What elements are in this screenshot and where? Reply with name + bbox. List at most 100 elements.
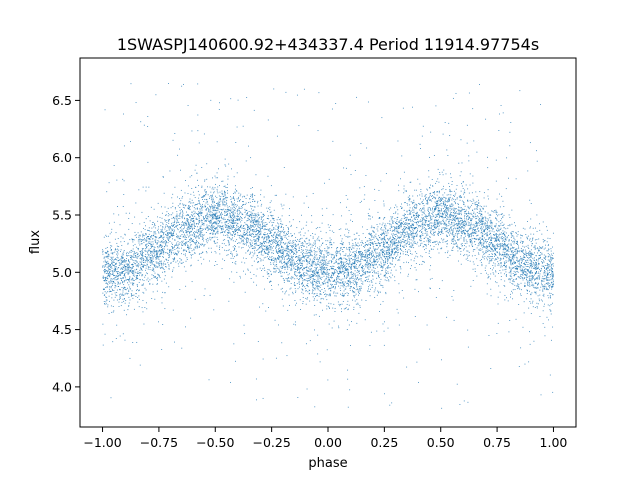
data-point (488, 227, 490, 229)
data-point (232, 262, 234, 264)
data-point (514, 254, 516, 256)
data-point (178, 265, 180, 267)
data-point (371, 236, 373, 238)
data-point (121, 263, 123, 265)
data-point (486, 293, 488, 295)
data-point (201, 234, 203, 236)
data-point (305, 238, 307, 240)
data-point (478, 199, 480, 201)
data-point (188, 235, 190, 237)
data-point (549, 238, 551, 240)
data-point (163, 248, 165, 250)
data-point (413, 211, 415, 213)
data-point (448, 199, 450, 201)
data-point (423, 224, 425, 226)
data-point (116, 259, 118, 261)
data-point (370, 227, 372, 229)
data-point (299, 241, 301, 242)
data-point (306, 260, 308, 262)
data-point (291, 252, 292, 253)
data-point (443, 222, 445, 224)
data-point (399, 226, 401, 228)
data-point (434, 221, 436, 223)
data-point (189, 231, 191, 233)
data-point (376, 224, 378, 226)
data-point (343, 167, 345, 169)
data-point (421, 201, 423, 203)
data-point (549, 285, 551, 287)
data-point (533, 340, 535, 342)
data-point (197, 114, 199, 116)
data-point (430, 216, 431, 218)
data-point (224, 201, 226, 203)
data-point (543, 287, 545, 289)
data-point (332, 258, 334, 260)
data-point (412, 245, 414, 246)
data-point (495, 241, 497, 243)
data-point (132, 283, 134, 284)
data-point (123, 267, 125, 269)
data-point (373, 264, 375, 266)
data-point (549, 269, 551, 271)
data-point (159, 246, 161, 248)
data-point (258, 244, 260, 246)
data-point (296, 260, 297, 262)
data-point (234, 234, 235, 235)
data-point (441, 232, 443, 234)
data-point (394, 253, 396, 255)
data-point (352, 259, 354, 261)
data-point (420, 236, 422, 238)
data-point (444, 192, 446, 194)
data-point (420, 255, 422, 257)
data-point (403, 246, 405, 248)
data-point (281, 252, 283, 254)
data-point (462, 230, 463, 232)
data-point (288, 232, 290, 234)
data-point (409, 204, 411, 206)
data-point (397, 226, 399, 228)
data-point (145, 225, 146, 227)
data-point (383, 255, 385, 257)
data-point (359, 272, 360, 274)
data-point (213, 200, 215, 202)
data-point (469, 206, 471, 208)
data-point (362, 271, 364, 272)
data-point (342, 242, 344, 244)
data-point (256, 216, 258, 218)
data-point (481, 263, 483, 265)
data-point (167, 219, 169, 221)
data-point (288, 273, 290, 275)
data-point (247, 229, 249, 231)
data-point (252, 216, 254, 218)
data-point (229, 221, 231, 223)
data-point (152, 291, 154, 293)
data-point (334, 262, 336, 264)
data-point (433, 222, 435, 224)
data-point (139, 223, 141, 225)
data-point (219, 197, 221, 199)
data-point (291, 246, 293, 248)
data-point (261, 247, 263, 249)
data-point (322, 243, 323, 244)
data-point (356, 232, 358, 234)
data-point (421, 226, 423, 228)
data-point (115, 263, 117, 265)
data-point (209, 216, 211, 218)
data-point (200, 228, 202, 230)
data-point (130, 293, 132, 295)
data-point (344, 277, 346, 279)
data-point (444, 197, 446, 198)
data-point (221, 217, 223, 219)
data-point (159, 249, 161, 251)
data-point (269, 281, 271, 283)
data-point (259, 252, 260, 254)
data-point (228, 226, 230, 227)
data-point (433, 235, 435, 237)
data-point (458, 217, 460, 219)
data-point (238, 218, 240, 220)
data-point (232, 218, 233, 220)
data-point (418, 381, 419, 383)
data-point (428, 241, 430, 243)
data-point (303, 268, 305, 270)
data-point (389, 267, 391, 268)
